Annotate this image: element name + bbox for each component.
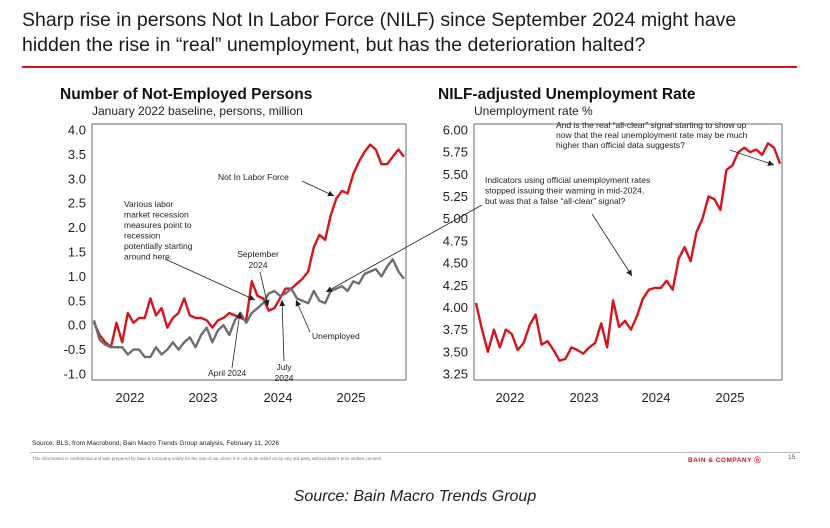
left-chart-title: Number of Not-Employed Persons [60, 86, 313, 103]
right-chart-subtitle: Unemployment rate % [474, 104, 593, 118]
july-label: July [276, 362, 292, 372]
left-y-tick-label: 1.0 [68, 269, 86, 284]
indicators-note-line: Indicators using official unemployment r… [485, 175, 650, 185]
left-x-tick-label: 2022 [116, 390, 145, 405]
right-plot-frame [473, 123, 783, 381]
right-y-tick-label: 5.50 [443, 167, 468, 182]
right-y-tick-label: 5.75 [443, 145, 468, 160]
left-y-tick-label: -1.0 [64, 367, 86, 382]
cross-chart-arrow [325, 204, 483, 293]
left-y-tick-label: 4.0 [68, 123, 86, 138]
all-clear-arrow-head [767, 160, 774, 166]
right-y-tick-label: 3.50 [443, 344, 468, 359]
july-arrow [281, 299, 285, 362]
all-clear-note-line: And is the real “all-clear” signal start… [556, 120, 747, 130]
indicators-arrow-head [626, 269, 632, 276]
right-series-0-line [474, 142, 782, 362]
footer-source: Source: BLS, from Macrobond; Bain Macro … [32, 440, 279, 447]
right-x-tick-label: 2025 [716, 390, 745, 405]
right-y-tick-label: 4.25 [443, 278, 468, 293]
footer-page-number: 15 [788, 454, 796, 461]
left-y-tick-label: 1.5 [68, 245, 86, 260]
right-y-tick-label: 4.50 [443, 256, 468, 271]
right-y-tick-label: 3.25 [443, 367, 468, 382]
headline-line-2: hidden the rise in “real” unemployment, … [22, 34, 646, 56]
recession-note-arrow-head [248, 294, 255, 301]
september-label: 2024 [249, 260, 268, 270]
unemployed-series-label: Unemployed [312, 331, 360, 341]
headline: Sharp rise in persons Not In Labor Force… [22, 8, 812, 58]
left-series-1-line [92, 258, 405, 359]
right-x-tick-label: 2023 [570, 390, 599, 405]
april-arrow-head [236, 312, 243, 319]
recession-note-arrow [164, 258, 256, 301]
headline-divider [22, 66, 797, 68]
all-clear-note-line: higher than official data suggests? [556, 140, 685, 150]
recession-note-line: around here. [124, 252, 172, 262]
left-y-tick-label: 0.0 [68, 318, 86, 333]
headline-line-1: Sharp rise in persons Not In Labor Force… [22, 9, 737, 31]
all-clear-note-line: now that the real unemployment rate may … [556, 130, 748, 140]
left-plot-frame [91, 123, 407, 381]
right-x-tick-label: 2024 [642, 390, 671, 405]
left-y-tick-label: 3.5 [68, 147, 86, 162]
image-caption: Source: Bain Macro Trends Group [293, 488, 537, 505]
all-clear-arrow [729, 149, 775, 166]
left-y-tick-label: 3.0 [68, 171, 86, 186]
right-y-tick-label: 4.00 [443, 300, 468, 315]
indicators-note-line: but was that a false “all-clear” signal? [485, 196, 626, 206]
july-label: 2024 [275, 373, 294, 383]
recession-note-line: measures point to [124, 220, 192, 230]
left-x-tick-label: 2024 [264, 390, 293, 405]
left-chart-subtitle: January 2022 baseline, persons, million [92, 104, 303, 118]
right-x-tick-label: 2022 [496, 390, 525, 405]
recession-note-line: potentially starting [124, 241, 193, 251]
july-arrow-head [279, 300, 286, 307]
recession-note-line: market recession [124, 210, 189, 220]
left-y-tick-label: 2.5 [68, 196, 86, 211]
indicators-note-line: stopped issuing their warning in mid-202… [485, 186, 644, 196]
september-label: September [237, 249, 279, 259]
left-x-tick-label: 2023 [189, 390, 218, 405]
nilf-series-label: Not In Labor Force [218, 172, 289, 182]
recession-note-line: recession [124, 231, 161, 241]
cross-chart-arrow-head [326, 286, 333, 292]
left-chart: 4.0 3.5 3.0 2.5 2.0 1.5 1.0 0.5 0.0 -0.5 -1.0 2022 2… [64, 123, 407, 405]
left-y-tick-label: 2.0 [68, 220, 86, 235]
right-y-tick-label: 5.25 [443, 189, 468, 204]
left-x-tick-label: 2025 [337, 390, 366, 405]
april-arrow [231, 311, 241, 369]
footer-confidential: This information is confidential and was… [32, 456, 382, 461]
left-y-tick-label: 0.5 [68, 293, 86, 308]
right-y-tick-label: 5.00 [443, 211, 468, 226]
april-label: April 2024 [208, 368, 247, 378]
right-y-tick-label: 4.75 [443, 233, 468, 248]
footer-divider [30, 452, 800, 453]
nilf-label-arrow-head [327, 190, 334, 197]
september-arrow-head [263, 299, 270, 306]
footer-brand-logo: BAIN & COMPANY ⓑ [688, 457, 762, 464]
left-series-0-line [92, 143, 405, 349]
right-y-tick-label: 6.00 [443, 123, 468, 138]
left-y-tick-label: -0.5 [64, 342, 86, 357]
right-y-tick-label: 3.75 [443, 322, 468, 337]
unemployed-label-arrow-head [295, 300, 302, 307]
right-chart: 6.00 5.75 5.50 5.25 5.00 4.75 4.50 4.25 4.00 3.75… [325, 120, 783, 405]
indicators-arrow [591, 213, 633, 277]
recession-note-line: Various labor [124, 199, 174, 209]
right-chart-title: NILF-adjusted Unemployment Rate [438, 86, 696, 103]
